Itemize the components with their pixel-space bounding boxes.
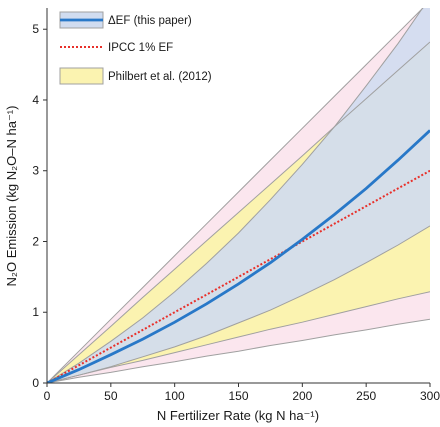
x-tick-label-150: 150 <box>228 389 248 403</box>
delta-ef-line <box>47 129 430 383</box>
legend-item-1: IPCC 1% EF <box>60 42 173 54</box>
legend-label-2: Philbert et al. (2012) <box>108 71 212 83</box>
y-tick-label-5: 5 <box>32 22 39 36</box>
ipcc-upper-line <box>47 8 424 383</box>
delta-ef-lower-line <box>47 225 430 383</box>
y-tick-label-2: 2 <box>32 234 39 248</box>
legend-label-0: ΔEF (this paper) <box>108 15 192 27</box>
uncertainty-bands <box>47 8 430 383</box>
series-lines <box>47 129 430 383</box>
x-tick-label-0: 0 <box>44 389 51 403</box>
ipcc-lower-line <box>47 318 430 383</box>
y-tick-label-1: 1 <box>32 305 39 319</box>
delta-ef-upper-line <box>47 8 424 383</box>
ipcc-ef-line <box>47 169 430 383</box>
delta-ef-band <box>47 8 430 383</box>
y-tick-label-3: 3 <box>32 164 39 178</box>
legend-item-2: Philbert et al. (2012) <box>59 67 212 85</box>
x-tick-label-50: 50 <box>104 389 118 403</box>
legend-label-1: IPCC 1% EF <box>108 42 173 54</box>
philbert-lower-line <box>47 291 430 383</box>
y-tick-label-0: 0 <box>32 376 39 390</box>
x-tick-label-250: 250 <box>356 389 376 403</box>
x-tick-label-200: 200 <box>292 389 312 403</box>
ticks: 0 50 100 150 200 250 300 0 1 2 3 4 5 <box>32 22 440 403</box>
legend-swatch-band <box>59 67 104 85</box>
philbert-upper-line <box>47 41 430 383</box>
legend: ΔEF (this paper) IPCC 1% EF Philbert et al… <box>59 11 212 85</box>
x-axis-label: N Fertilizer Rate (kg N ha⁻¹) <box>157 408 319 423</box>
x-tick-label-100: 100 <box>165 389 185 403</box>
y-axis-label: N₂O Emission (kg N₂O–N ha⁻¹) <box>4 106 19 287</box>
y-tick-label-4: 4 <box>32 93 39 107</box>
legend-item-0: ΔEF (this paper) <box>59 11 192 29</box>
x-tick-label-300: 300 <box>420 389 440 403</box>
